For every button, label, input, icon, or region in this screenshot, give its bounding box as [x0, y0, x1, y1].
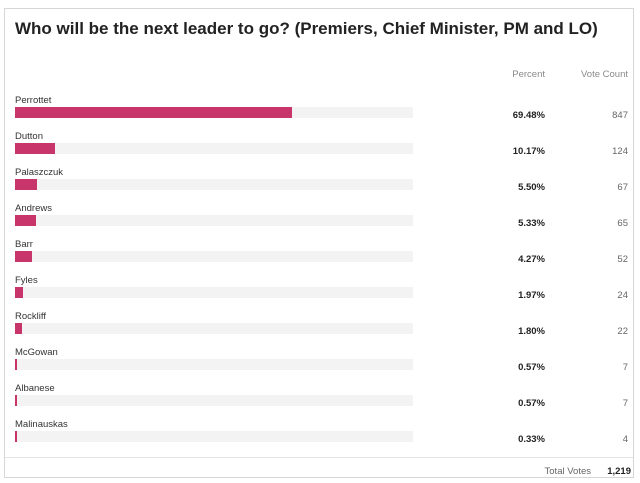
option-bar-track: [15, 359, 413, 370]
poll-option-row: Andrews 5.33% 65: [15, 203, 631, 239]
option-bar-fill: [15, 359, 18, 370]
option-vote-count: 124: [612, 146, 628, 157]
poll-option-row: Fyles 1.97% 24: [15, 275, 631, 311]
option-percent: 5.33%: [518, 218, 545, 229]
option-label: Andrews: [15, 203, 52, 214]
option-vote-count: 847: [612, 110, 628, 121]
option-bar-track: [15, 215, 413, 226]
option-label: Fyles: [15, 275, 38, 286]
option-bar-fill: [15, 251, 32, 262]
option-bar-fill: [15, 395, 18, 406]
option-bar-fill: [15, 179, 37, 190]
footer-divider: [5, 457, 633, 458]
option-bar-track: [15, 323, 413, 334]
option-bar-fill: [15, 287, 23, 298]
poll-option-row: Perrottet 69.48% 847: [15, 95, 631, 131]
option-vote-count: 67: [617, 182, 628, 193]
option-label: Dutton: [15, 131, 43, 142]
option-percent: 5.50%: [518, 182, 545, 193]
option-bar-track: [15, 179, 413, 190]
option-percent: 69.48%: [512, 110, 545, 121]
option-label: Rockliff: [15, 311, 46, 322]
option-label: Malinauskas: [15, 419, 68, 430]
option-percent: 1.80%: [518, 326, 545, 337]
vote-count-column-header: Vote Count: [580, 69, 628, 80]
option-label: Perrottet: [15, 95, 52, 106]
total-votes-label: Total Votes: [544, 466, 591, 477]
option-bar-track: [15, 143, 413, 154]
option-bar-track: [15, 251, 413, 262]
option-percent: 0.57%: [518, 362, 545, 373]
poll-option-row: Malinauskas 0.33% 4: [15, 419, 631, 455]
poll-option-row: Palaszczuk 5.50% 67: [15, 167, 631, 203]
poll-option-row: McGowan 0.57% 7: [15, 347, 631, 383]
option-label: Palaszczuk: [15, 167, 64, 178]
option-percent: 0.33%: [518, 434, 545, 445]
option-percent: 10.17%: [512, 146, 545, 157]
poll-option-row: Barr 4.27% 52: [15, 239, 631, 275]
option-percent: 0.57%: [518, 398, 545, 409]
option-label: Barr: [15, 239, 33, 250]
total-votes-value: 1,219: [607, 466, 631, 477]
option-vote-count: 4: [622, 434, 628, 445]
option-bar-fill: [15, 107, 292, 118]
option-bar-track: [15, 107, 413, 118]
option-vote-count: 24: [617, 290, 628, 301]
poll-title: Who will be the next leader to go? (Prem…: [15, 19, 598, 38]
option-label: McGowan: [15, 347, 58, 358]
option-bar-track: [15, 287, 413, 298]
option-bar-fill: [15, 215, 37, 226]
option-bar-fill: [15, 431, 17, 442]
option-vote-count: 52: [617, 254, 628, 265]
option-bar-track: [15, 431, 413, 442]
poll-option-row: Dutton 10.17% 124: [15, 131, 631, 167]
option-percent: 1.97%: [518, 290, 545, 301]
percent-column-header: Percent: [512, 69, 545, 80]
option-vote-count: 7: [622, 398, 628, 409]
poll-option-row: Rockliff 1.80% 22: [15, 311, 631, 347]
option-label: Albanese: [15, 383, 55, 394]
poll-option-row: Albanese 0.57% 7: [15, 383, 631, 419]
option-vote-count: 22: [617, 326, 628, 337]
option-percent: 4.27%: [518, 254, 545, 265]
option-bar-fill: [15, 323, 23, 334]
poll-widget: Who will be the next leader to go? (Prem…: [4, 8, 634, 478]
option-vote-count: 65: [617, 218, 628, 229]
option-bar-track: [15, 395, 413, 406]
option-bar-fill: [15, 143, 56, 154]
option-vote-count: 7: [622, 362, 628, 373]
